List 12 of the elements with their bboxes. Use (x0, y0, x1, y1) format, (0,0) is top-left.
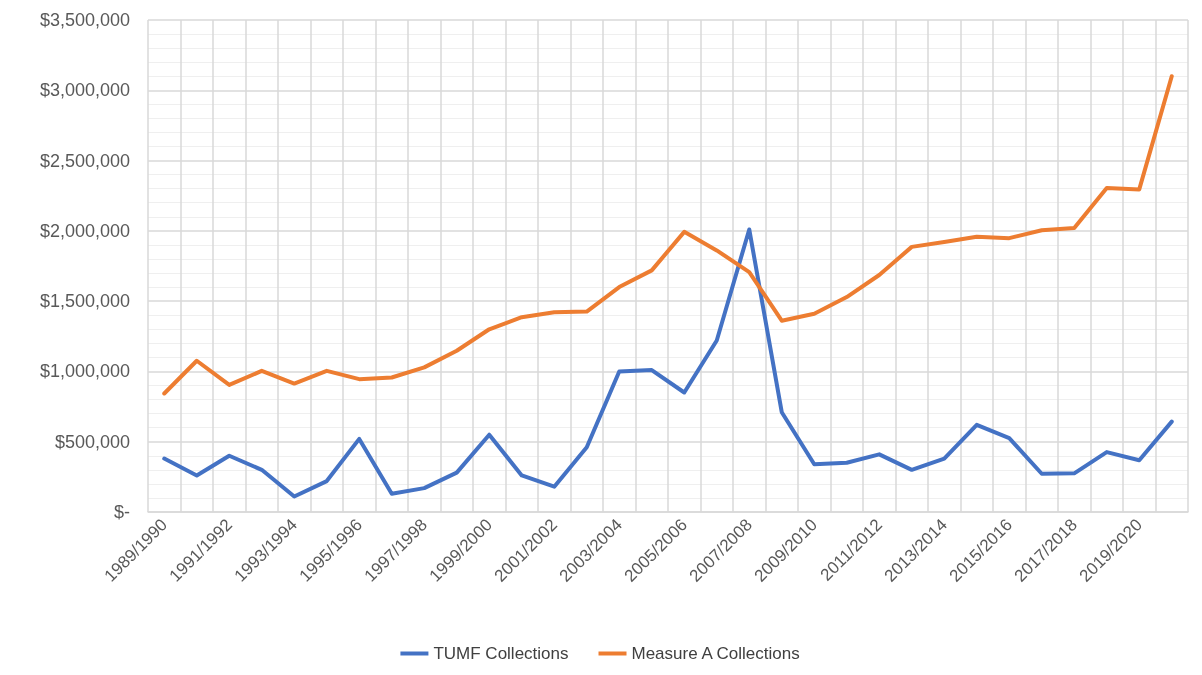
y-tick-label: $2,000,000 (39, 220, 130, 241)
legend-label: Measure A Collections (631, 644, 800, 663)
line-series (162, 74, 1174, 396)
y-tick-label: $2,500,000 (39, 150, 130, 171)
y-tick-label: $1,500,000 (39, 291, 130, 312)
y-tick-label: $3,500,000 (39, 10, 130, 30)
y-tick-label: $- (113, 502, 130, 522)
legend-label: TUMF Collections (433, 644, 569, 663)
line-series (162, 227, 1174, 499)
y-tick-label: $1,000,000 (39, 361, 130, 382)
y-tick-label: $3,000,000 (39, 80, 130, 101)
y-tick-label: $500,000 (54, 431, 130, 452)
